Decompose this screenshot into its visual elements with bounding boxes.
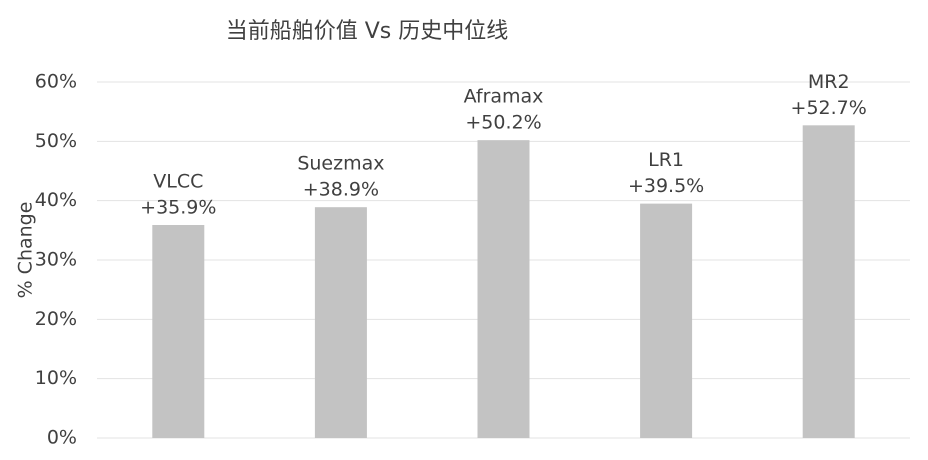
y-tick-label: 20% (35, 308, 77, 330)
category-label: VLCC (153, 170, 203, 192)
chart-title: 当前船舶价值 Vs 历史中位线 (226, 19, 509, 44)
value-label: +38.9% (303, 179, 379, 201)
category-label: Aframax (464, 86, 544, 108)
category-label: Suezmax (297, 153, 384, 175)
value-label: +35.9% (140, 196, 216, 218)
value-label: +52.7% (791, 97, 867, 119)
value-label: +50.2% (465, 112, 541, 134)
bar (152, 224, 205, 438)
bar (802, 125, 855, 439)
y-tick-label: 30% (35, 249, 77, 271)
value-label: +39.5% (628, 175, 704, 197)
y-tick-label: 10% (35, 367, 77, 389)
bar (640, 203, 693, 438)
y-tick-label: 50% (35, 130, 77, 152)
category-label: MR2 (808, 71, 850, 93)
category-label: LR1 (648, 149, 684, 171)
y-tick-label: 40% (35, 189, 77, 211)
bar (314, 207, 367, 438)
y-axis-label: % Change (15, 202, 37, 299)
y-tick-label: 60% (35, 71, 77, 93)
y-tick-label: 0% (47, 427, 77, 449)
bar (477, 140, 530, 438)
